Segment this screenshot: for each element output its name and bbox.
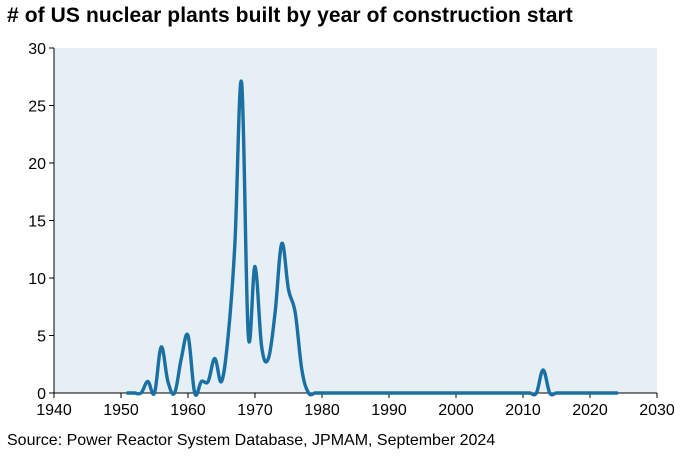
x-tick-label: 1980 (304, 402, 340, 419)
chart-title: # of US nuclear plants built by year of … (7, 4, 573, 27)
x-tick-label: 1970 (237, 402, 273, 419)
x-axis: 1940 1950 1960 1970 1980 1990 2000 2010 2020 2030 (36, 392, 675, 419)
y-tick-label: 0 (37, 386, 46, 403)
x-tick-label: 1960 (170, 402, 206, 419)
x-tick-label: 2030 (639, 402, 675, 419)
y-tick-label: 25 (28, 99, 46, 116)
series-line (126, 79, 619, 397)
source-note: Source: Power Reactor System Database, J… (7, 432, 496, 449)
x-tick-label: 2010 (505, 402, 541, 419)
y-tick-label: 20 (28, 156, 46, 173)
x-tick-label: 2000 (438, 402, 474, 419)
series-layer (126, 79, 619, 397)
y-tick-label: 30 (28, 41, 46, 58)
y-tick-label: 15 (28, 214, 46, 231)
x-tick-label: 2020 (572, 402, 608, 419)
plot-area (54, 48, 657, 393)
y-tick-label: 5 (37, 329, 46, 346)
x-tick-label: 1990 (371, 402, 407, 419)
x-tick-label: 1950 (103, 402, 139, 419)
x-tick-label: 1940 (36, 402, 72, 419)
y-tick-label: 10 (28, 271, 46, 288)
y-axis: 0 5 10 15 20 25 30 (28, 41, 55, 403)
